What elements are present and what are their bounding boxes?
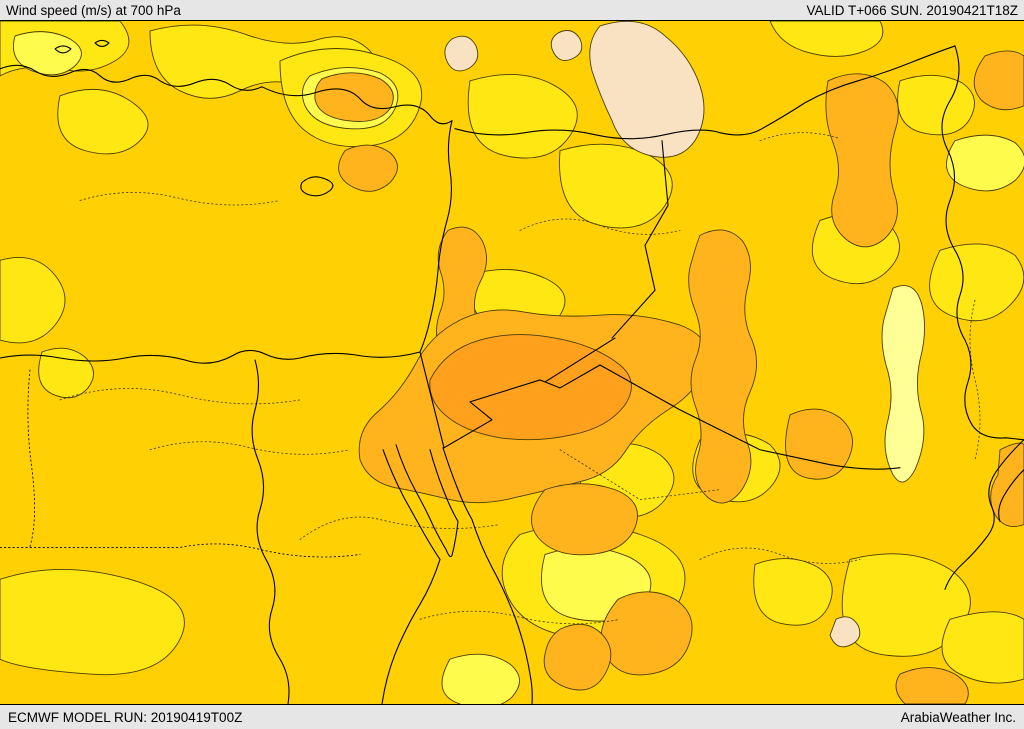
coastline-persian-gulf — [944, 439, 1024, 590]
contour-region-orange — [990, 442, 1024, 527]
coastline-levant — [419, 120, 453, 353]
contour-region-orange — [895, 667, 969, 704]
border-jordan-iraq — [544, 337, 616, 383]
red-sea-west-coast — [381, 558, 441, 704]
contour-region-orange — [825, 73, 899, 248]
geography-lines — [0, 39, 1024, 704]
minor-contour — [759, 132, 841, 142]
minor-contour — [559, 449, 721, 501]
contour-region-yellow — [941, 611, 1024, 684]
contour-region-lemon — [881, 285, 925, 483]
contour-region-cream — [829, 616, 861, 648]
map-area — [0, 20, 1024, 705]
contour-region-orange — [543, 623, 612, 691]
coastline-persian-gulf-inner — [998, 469, 1024, 523]
contour-region-yellow — [57, 88, 149, 155]
contour-region-orange — [973, 50, 1024, 111]
red-sea-east-coast — [471, 518, 533, 704]
border-syria-iraq — [611, 140, 669, 339]
map-title: Wind speed (m/s) at 700 hPa — [6, 2, 181, 18]
border-turkey-syria — [454, 45, 956, 140]
coastline-egypt — [0, 349, 421, 364]
contour-region-yellow — [753, 558, 833, 626]
contour-region-orange — [338, 144, 398, 192]
valid-time: VALID T+066 SUN. 20190421T18Z — [806, 2, 1018, 18]
minor-contour — [59, 388, 301, 405]
contour-region-yellow — [559, 143, 673, 229]
minor-contour — [519, 218, 681, 235]
wind-speed-map — [0, 21, 1024, 704]
minor-contour — [79, 192, 281, 206]
contour-region-bright — [946, 134, 1024, 192]
gulf-of-aqaba — [429, 449, 459, 523]
border-jordan-saudi — [443, 364, 901, 470]
contour-region-yellow — [769, 21, 884, 57]
contour-region-yellow — [0, 257, 66, 344]
coastline-turkey-west — [0, 64, 263, 91]
island-cyprus — [300, 176, 334, 197]
minor-contour — [149, 441, 351, 455]
contour-region-yellow — [467, 73, 578, 159]
contour-region-orange — [531, 483, 638, 556]
minor-contours — [0, 132, 981, 625]
contour-region-orange — [688, 229, 757, 504]
sinai-tip — [445, 520, 459, 558]
cream-regions — [444, 21, 861, 648]
contour-region-orange — [785, 408, 853, 480]
border-egypt-israel — [419, 351, 445, 449]
border-iran — [941, 45, 1024, 441]
minor-contour — [419, 610, 621, 625]
dotted-border-egypt-sudan — [0, 543, 361, 558]
contour-region-cream — [444, 35, 479, 72]
contour-region-cream — [550, 30, 583, 61]
contour-region-bright — [12, 31, 82, 76]
island-outline — [54, 45, 72, 54]
dotted-border — [27, 369, 35, 547]
bottom-bar: ECMWF MODEL RUN: 20190419T00Z ArabiaWeat… — [0, 705, 1024, 729]
coastline-turkey-east — [261, 86, 453, 125]
contour-region-orange — [314, 72, 394, 122]
island-outline — [94, 39, 110, 47]
gulf-of-suez-west-shore — [382, 449, 441, 560]
gulf-of-suez — [395, 444, 447, 551]
contour-region-yellow — [897, 74, 975, 136]
contour-region-yellow — [0, 568, 185, 676]
orange-regions — [314, 50, 1024, 704]
gulf-of-aqaba-east-shore — [442, 447, 473, 521]
brand-credit: ArabiaWeather Inc. — [900, 709, 1016, 725]
minor-contour — [969, 299, 981, 461]
contour-region-yellow — [929, 243, 1024, 322]
model-run-label: ECMWF MODEL RUN: 20190419T00Z — [8, 709, 243, 725]
minor-contour — [699, 547, 861, 564]
river-nile — [251, 359, 290, 704]
contour-region-bright — [441, 653, 520, 704]
minor-contour — [299, 516, 501, 540]
contour-region-deep-orange — [429, 334, 632, 441]
top-bar: Wind speed (m/s) at 700 hPa VALID T+066 … — [0, 0, 1024, 20]
contour-region-cream — [589, 21, 705, 158]
